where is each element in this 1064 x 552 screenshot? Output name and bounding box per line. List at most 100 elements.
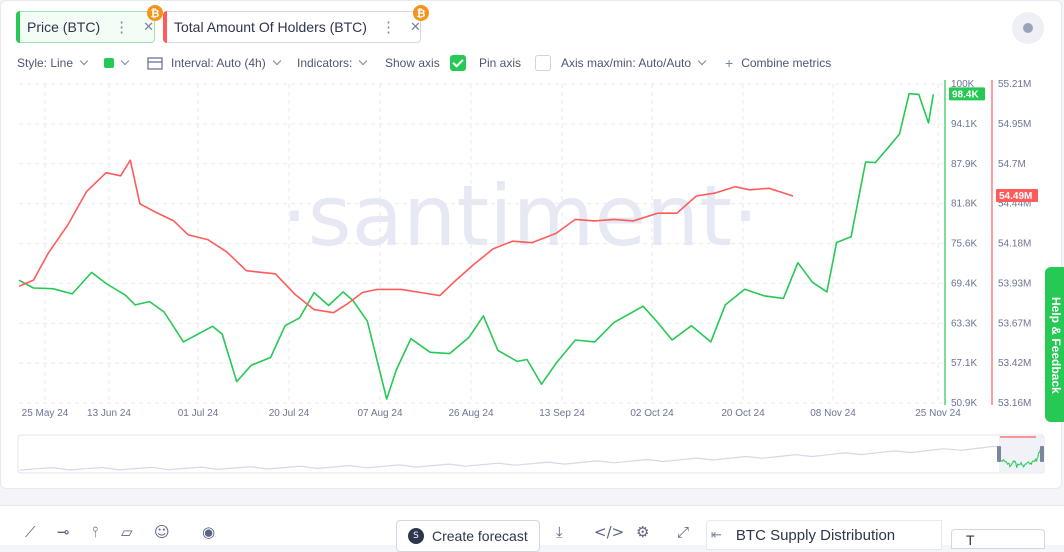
chart-grid: [19, 83, 943, 404]
last-value-label: 98.4K: [952, 89, 979, 100]
plus-icon: +: [725, 55, 734, 71]
y-tick-label: 87.9K: [951, 159, 977, 170]
y-tick-label: 54.95M: [998, 119, 1031, 130]
calendar-icon: [147, 57, 163, 70]
tab-label: Total Amount Of Holders (BTC): [174, 19, 367, 35]
tab-price-btc[interactable]: Price (BTC) ⋮ ✕ ₿: [16, 5, 163, 43]
create-forecast-button[interactable]: S Create forecast: [396, 520, 540, 552]
series-line: [18, 159, 794, 314]
settings-gear-icon[interactable]: ⚙: [636, 523, 650, 541]
forecast-icon: S: [408, 528, 424, 544]
interval-label: Interval: Auto (4h): [171, 56, 266, 70]
style-select[interactable]: Style: Line: [17, 55, 89, 71]
series-line: [18, 92, 935, 400]
combine-metrics-label: Combine metrics: [741, 56, 832, 70]
chart-canvas[interactable]: ·santiment· 25 May 24 13 Jun 24 01 Jul 24 2…: [0, 0, 1064, 489]
y-tick-label: 53.42M: [998, 358, 1031, 369]
x-tick-label: 20 Oct 24: [721, 408, 765, 419]
tab-color-bar: [16, 11, 20, 43]
emoji-icon[interactable]: ☺: [154, 523, 170, 541]
chart-navigator: [17, 434, 1045, 474]
y-tick-label: 55.21M: [998, 79, 1031, 90]
santiment-watermark: ·santiment·: [281, 167, 759, 265]
embed-code-icon[interactable]: </>: [594, 523, 625, 541]
x-tick-label: 02 Oct 24: [630, 408, 674, 419]
y-tick-label: 69.4K: [951, 278, 977, 289]
bitcoin-icon: ₿: [413, 5, 429, 21]
checkbox-checked[interactable]: [449, 55, 466, 71]
bitcoin-icon: ₿: [147, 5, 163, 21]
supply-distribution-label: BTC Supply Distribution: [735, 526, 896, 544]
help-feedback-label: Help & Feedback: [1049, 297, 1063, 394]
x-tick-label: 13 Jun 24: [87, 408, 131, 419]
x-tick-label: 26 Aug 24: [448, 408, 493, 419]
axis-maxmin-select[interactable]: Axis max/min: Auto/Auto: [561, 55, 707, 71]
x-tick-label: 25 Nov 24: [915, 408, 961, 419]
y-tick-label: 50.9K: [951, 398, 977, 409]
combine-metrics-button[interactable]: + Combine metrics: [725, 55, 831, 71]
y-tick-label: 63.3K: [951, 318, 977, 329]
x-tick-label: 08 Nov 24: [810, 408, 856, 419]
indicators-label: Indicators:: [297, 56, 353, 70]
pin-axis-toggle[interactable]: Pin axis: [479, 55, 552, 71]
last-value-badge: [996, 189, 1038, 203]
interval-select[interactable]: Interval: Auto (4h): [147, 55, 281, 71]
fullscreen-icon[interactable]: ⤢: [677, 523, 690, 541]
eye-icon[interactable]: ◉: [202, 523, 216, 541]
help-feedback-button[interactable]: Help & Feedback: [1045, 267, 1064, 422]
y-tick-label: 54.44M: [998, 199, 1031, 210]
pin-axis-label: Pin axis: [479, 56, 522, 70]
download-icon[interactable]: ⤓: [556, 523, 563, 541]
x-tick-label: 07 Aug 24: [357, 408, 402, 419]
dots-vertical-icon[interactable]: ⋮: [114, 19, 130, 36]
navigator-handle-right: [1040, 446, 1044, 462]
x-tick-label: 25 May 24: [22, 408, 69, 419]
last-value-badge: [949, 87, 985, 101]
navigator-history-line: [19, 445, 1011, 471]
chart-series: [18, 92, 935, 400]
chart-card: [0, 0, 1062, 489]
show-axis-toggle[interactable]: Show axis: [385, 55, 466, 71]
y-tick-label: 53.93M: [998, 278, 1031, 289]
x-tick-label: 20 Jul 24: [269, 408, 310, 419]
y-tick-label: 54.18M: [998, 239, 1031, 250]
y-tick-label: 53.67M: [998, 318, 1031, 329]
navigator-window: [999, 436, 1043, 472]
y-tick-label: 81.8K: [951, 199, 977, 210]
supply-distribution-tab[interactable]: ⇤ BTC Supply Distribution: [706, 520, 942, 550]
last-value-label: 54.49M: [999, 191, 1032, 202]
navigator-handle-left: [997, 446, 1001, 462]
record-button[interactable]: [1012, 12, 1044, 44]
vertical-line-icon[interactable]: ⫯: [92, 523, 99, 541]
x-tick-label: 13 Sep 24: [539, 408, 585, 419]
tab-label: Price (BTC): [27, 19, 101, 35]
x-tick-label: 01 Jul 24: [178, 408, 219, 419]
color-select[interactable]: [104, 55, 130, 71]
t-button-label: T: [966, 532, 975, 548]
horizontal-line-icon[interactable]: ⊸: [57, 523, 70, 541]
tab-holders-btc[interactable]: Total Amount Of Holders (BTC) ⋮ ✕ ₿: [163, 5, 429, 43]
indicators-select[interactable]: Indicators:: [297, 55, 368, 71]
checkbox-unchecked[interactable]: [535, 55, 552, 71]
record-icon: [1023, 23, 1033, 33]
color-swatch: [104, 58, 114, 68]
y-tick-label: 53.16M: [998, 398, 1031, 409]
navigator-price-line: [999, 447, 1043, 468]
axis-maxmin-label: Axis max/min: Auto/Auto: [561, 56, 692, 70]
y-tick-label: 54.7M: [998, 159, 1026, 170]
y-tick-label: 100K: [951, 79, 975, 90]
close-icon[interactable]: ✕: [409, 19, 421, 34]
chart-axes: 25 May 24 13 Jun 24 01 Jul 24 20 Jul 24 07 A…: [22, 79, 1038, 419]
trend-line-icon[interactable]: ⟋: [25, 523, 36, 541]
show-axis-label: Show axis: [385, 56, 440, 70]
style-label: Style: Line: [17, 56, 74, 70]
tab-color-bar: [163, 11, 167, 43]
y-tick-label: 75.6K: [951, 239, 977, 250]
t-button[interactable]: T: [951, 529, 1045, 549]
note-icon[interactable]: ▱: [121, 523, 133, 541]
dots-vertical-icon[interactable]: ⋮: [380, 19, 396, 36]
y-tick-label: 94.1K: [951, 119, 977, 130]
close-icon[interactable]: ✕: [143, 19, 155, 34]
y-tick-label: 57.1K: [951, 358, 977, 369]
collapse-left-icon: ⇤: [711, 527, 722, 543]
